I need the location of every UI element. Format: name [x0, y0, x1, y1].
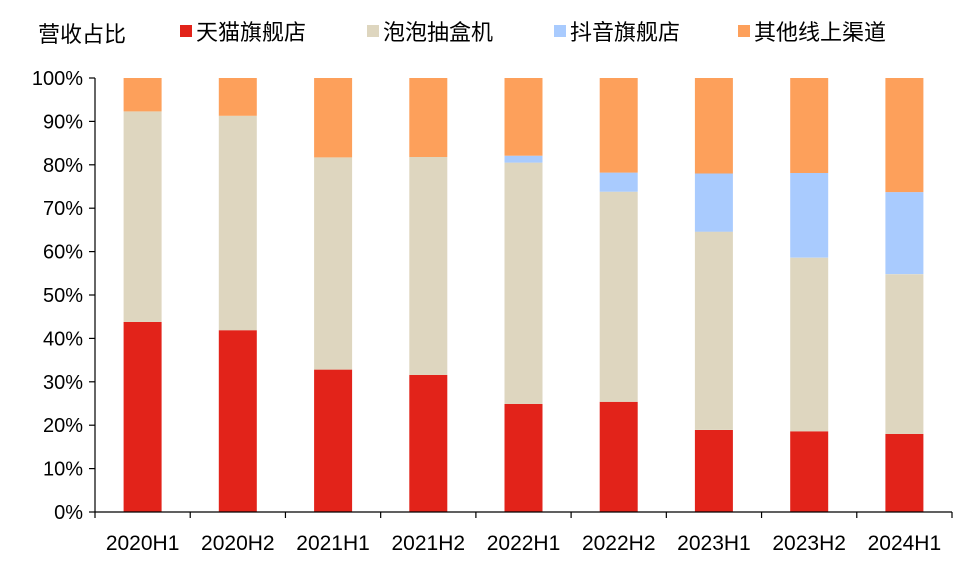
bar-segment-2024H1-s1 — [885, 274, 924, 434]
y-tick-label: 30% — [43, 372, 83, 394]
x-tick-label: 2023H1 — [677, 532, 751, 555]
bar-segment-2024H1-s2 — [885, 192, 924, 275]
y-tick-label: 80% — [43, 155, 83, 177]
y-tick-label: 10% — [43, 459, 83, 481]
bar-segment-2021H1-s1 — [314, 157, 353, 370]
y-tick-label: 100% — [32, 68, 83, 90]
bar-segment-2020H2-s1 — [218, 115, 257, 331]
bar-segment-2024H1-s3 — [885, 78, 924, 193]
bar-segment-2023H2-s0 — [790, 431, 829, 512]
legend-swatch — [554, 25, 566, 37]
bar-segment-2021H1-s3 — [314, 78, 353, 158]
bar-segment-2023H1-s0 — [694, 430, 733, 512]
y-tick-label: 20% — [43, 415, 83, 437]
bar-segment-2023H2-s2 — [790, 173, 829, 258]
bar-segment-2021H2-s1 — [409, 157, 448, 375]
x-tick-label: 2020H2 — [201, 532, 275, 555]
axes: 0% 10% 20% 30% 40% 50% 60% 70% 80% 90% 100% 2020H1 2… — [32, 68, 953, 555]
legend-label: 抖音旗舰店 — [570, 21, 680, 46]
y-tick-label: 90% — [43, 111, 83, 133]
legend-swatch — [738, 25, 750, 37]
bar-segment-2022H2-s2 — [599, 172, 638, 192]
x-tick-label: 2021H1 — [296, 532, 370, 555]
y-tick-label: 60% — [43, 242, 83, 264]
y-axis-label: 营收占比 — [38, 23, 126, 48]
bar-segment-2022H1-s1 — [504, 162, 543, 404]
y-tick-label: 70% — [43, 198, 83, 220]
bar-segment-2023H1-s2 — [694, 173, 733, 232]
bars — [123, 78, 924, 512]
legend-swatch — [180, 25, 192, 37]
legend-swatch — [367, 25, 379, 37]
bar-segment-2022H2-s0 — [599, 401, 638, 512]
bar-segment-2021H2-s3 — [409, 78, 448, 157]
bar-segment-2020H2-s0 — [218, 330, 257, 512]
bar-segment-2023H1-s3 — [694, 78, 733, 174]
x-tick-label: 2021H2 — [391, 532, 465, 555]
x-tick-label: 2023H2 — [772, 532, 846, 555]
x-tick-label: 2022H1 — [487, 532, 561, 555]
y-tick-label: 0% — [54, 502, 83, 524]
x-tick-label: 2022H2 — [582, 532, 656, 555]
bar-segment-2022H1-s0 — [504, 403, 543, 512]
bar-segment-2022H2-s3 — [599, 78, 638, 173]
bar-segment-2023H1-s1 — [694, 231, 733, 430]
bar-segment-2023H2-s1 — [790, 257, 829, 432]
legend: 天猫旗舰店 泡泡抽盒机 抖音旗舰店 其他线上渠道 — [180, 21, 886, 46]
bar-segment-2021H1-s0 — [314, 369, 353, 512]
bar-segment-2022H1-s3 — [504, 78, 543, 156]
y-tick-label: 40% — [43, 328, 83, 350]
bar-segment-2020H1-s1 — [123, 111, 162, 322]
legend-label: 泡泡抽盒机 — [383, 21, 493, 46]
y-tick-label: 50% — [43, 285, 83, 307]
bar-segment-2020H1-s3 — [123, 78, 162, 112]
legend-label: 其他线上渠道 — [754, 21, 886, 46]
bar-segment-2023H2-s3 — [790, 78, 829, 173]
bar-segment-2022H1-s2 — [504, 155, 543, 163]
bar-segment-2020H1-s0 — [123, 321, 162, 512]
bar-segment-2022H2-s1 — [599, 191, 638, 402]
bar-segment-2024H1-s0 — [885, 433, 924, 512]
x-tick-label: 2024H1 — [868, 532, 942, 555]
legend-label: 天猫旗舰店 — [196, 21, 306, 46]
x-tick-label: 2020H1 — [106, 532, 180, 555]
bar-segment-2021H2-s0 — [409, 374, 448, 512]
bar-segment-2020H2-s3 — [218, 78, 257, 116]
